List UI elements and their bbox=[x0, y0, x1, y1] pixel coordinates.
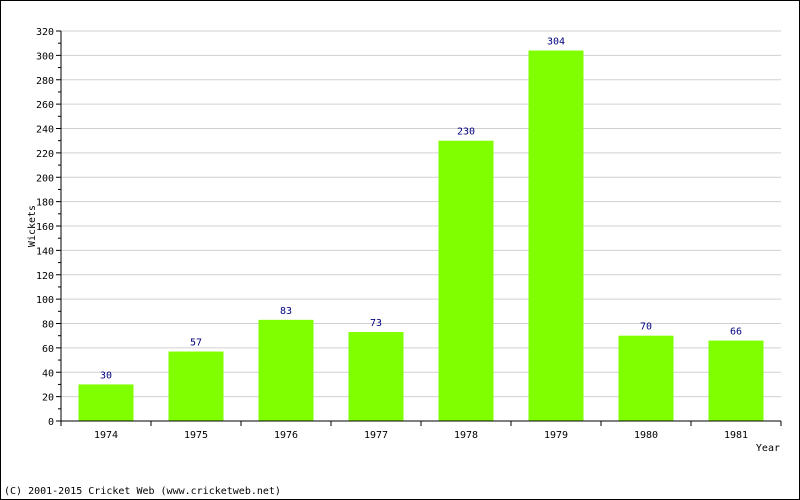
data-label: 83 bbox=[280, 306, 292, 317]
data-label: 70 bbox=[640, 322, 652, 333]
y-tick-label: 140 bbox=[36, 246, 54, 257]
data-label: 66 bbox=[730, 327, 742, 338]
y-tick-label: 60 bbox=[42, 344, 54, 355]
x-tick-label: 1977 bbox=[364, 430, 388, 441]
x-tick-label: 1976 bbox=[274, 430, 298, 441]
x-tick-label: 1981 bbox=[724, 430, 748, 441]
y-tick-label: 220 bbox=[36, 149, 54, 160]
x-tick-label: 1980 bbox=[634, 430, 658, 441]
bar bbox=[528, 50, 584, 421]
y-tick-label: 120 bbox=[36, 271, 54, 282]
data-label: 30 bbox=[100, 370, 112, 381]
gridlines bbox=[61, 30, 781, 398]
data-label: 57 bbox=[190, 338, 202, 349]
bar bbox=[618, 335, 674, 421]
bar bbox=[258, 319, 314, 421]
y-tick-label: 40 bbox=[42, 368, 54, 379]
bar bbox=[708, 340, 764, 421]
x-tick-label: 1979 bbox=[544, 430, 568, 441]
labels: 0 20 40 60 80 100 120 140 160 180 200 220 240 260 280 3… bbox=[27, 27, 780, 454]
y-tick-label: 0 bbox=[48, 417, 54, 428]
y-tick-label: 160 bbox=[36, 222, 54, 233]
bar bbox=[348, 332, 404, 421]
y-tick-label: 200 bbox=[36, 173, 54, 184]
y-tick-label: 180 bbox=[36, 198, 54, 209]
y-tick-label: 280 bbox=[36, 76, 54, 87]
x-tick-label: 1975 bbox=[184, 430, 208, 441]
data-label: 304 bbox=[547, 37, 565, 48]
bar bbox=[78, 384, 134, 421]
y-tick-label: 20 bbox=[42, 393, 54, 404]
y-tick-label: 260 bbox=[36, 100, 54, 111]
y-tick-label: 240 bbox=[36, 125, 54, 136]
data-label: 230 bbox=[457, 127, 475, 138]
y-tick-label: 100 bbox=[36, 295, 54, 306]
y-tick-label: 80 bbox=[42, 320, 54, 331]
y-axis-title: Wickets bbox=[27, 205, 38, 247]
x-axis-title: Year bbox=[756, 443, 780, 454]
y-tick-label: 300 bbox=[36, 51, 54, 62]
bars bbox=[78, 50, 764, 421]
bar bbox=[168, 351, 224, 421]
data-label: 73 bbox=[370, 318, 382, 329]
copyright-text: (C) 2001-2015 Cricket Web (www.cricketwe… bbox=[4, 486, 281, 497]
x-tick-label: 1974 bbox=[94, 430, 118, 441]
x-tick-label: 1978 bbox=[454, 430, 478, 441]
axes bbox=[56, 30, 782, 426]
y-tick-label: 320 bbox=[36, 27, 54, 38]
bar bbox=[438, 140, 494, 421]
